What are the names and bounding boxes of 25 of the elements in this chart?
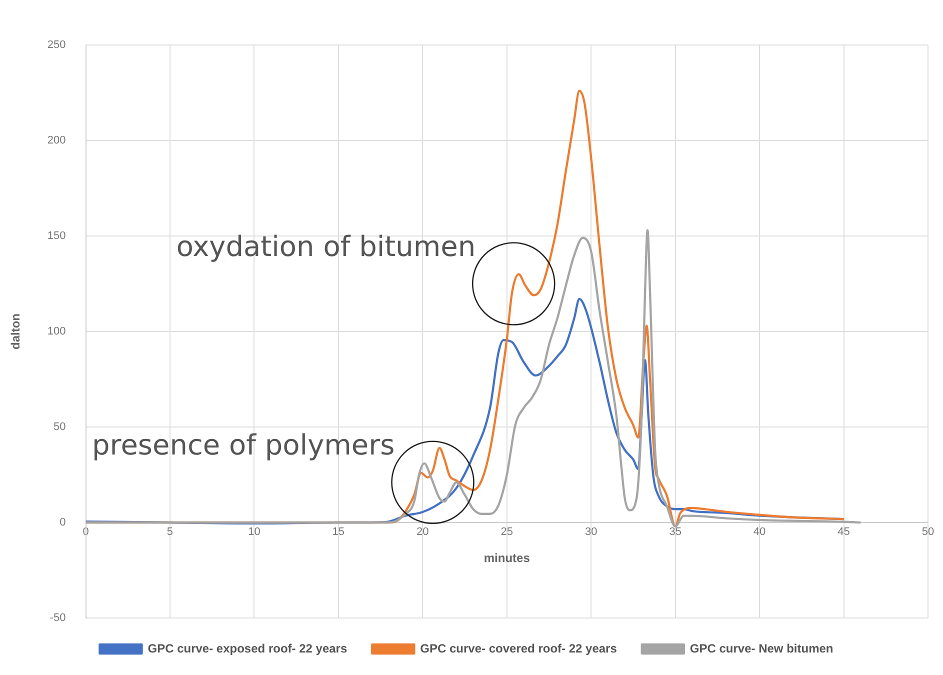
annotation: oxydation of bitumen: [176, 230, 476, 264]
legend-label: GPC curve- New bitumen: [690, 641, 834, 656]
x-tick-label: 25: [500, 526, 513, 538]
y-tick-label: -50: [50, 612, 66, 624]
legend-label: GPC curve- covered roof- 22 years: [420, 641, 618, 656]
y-tick-label: 50: [54, 421, 66, 434]
y-tick-label: 100: [47, 326, 66, 338]
annotation: presence of polymers: [92, 428, 395, 462]
x-tick-label: 50: [922, 526, 934, 538]
y-tick-label: 250: [47, 39, 66, 52]
y-axis-title: dalton: [8, 314, 23, 350]
x-tick-label: 10: [248, 526, 260, 538]
x-tick-label: 35: [669, 526, 682, 538]
legend-label: GPC curve- exposed roof- 22 years: [148, 641, 348, 656]
y-tick-label: 0: [60, 516, 66, 529]
x-tick-label: 30: [584, 526, 598, 538]
y-tick-label: 150: [47, 230, 66, 242]
x-tick-label: 20: [416, 526, 429, 538]
x-tick-label: 45: [838, 526, 850, 538]
x-tick-label: 15: [332, 526, 345, 538]
x-tick-label: 40: [753, 526, 766, 538]
x-axis-title: minutes: [484, 551, 530, 566]
x-tick-label: 5: [166, 526, 174, 538]
line-series: [86, 229, 862, 528]
y-tick-label: 200: [47, 134, 66, 147]
